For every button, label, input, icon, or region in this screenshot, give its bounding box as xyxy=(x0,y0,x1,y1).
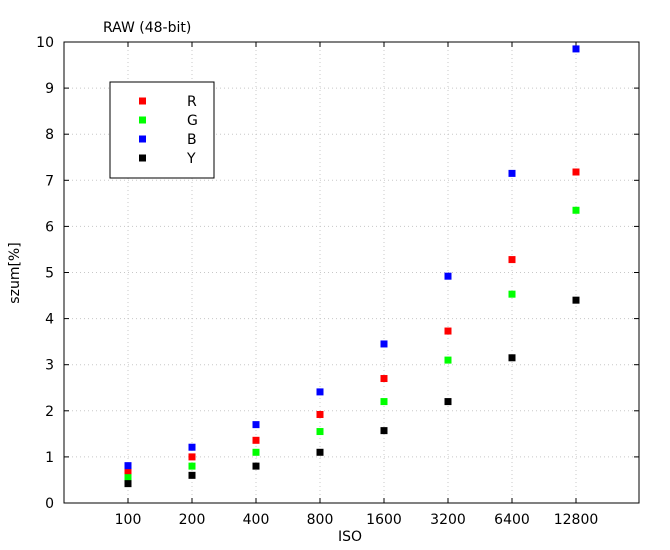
point-b-12800 xyxy=(572,45,580,53)
y-axis-label: szum[%] xyxy=(7,242,23,303)
point-g-200 xyxy=(188,462,196,470)
data-points xyxy=(124,45,580,488)
point-y-6400 xyxy=(508,354,516,362)
point-y-3200 xyxy=(444,398,452,406)
y-tick-label: 9 xyxy=(45,81,54,97)
legend-marker-g xyxy=(139,116,146,124)
legend-label-b: B xyxy=(187,132,197,148)
point-b-800 xyxy=(316,388,324,396)
y-tick-label: 0 xyxy=(45,496,54,512)
point-r-6400 xyxy=(508,256,516,264)
x-tick-label: 12800 xyxy=(554,512,599,528)
point-g-12800 xyxy=(572,206,580,214)
point-g-6400 xyxy=(508,290,516,298)
x-tick-label: 800 xyxy=(307,512,334,528)
x-tick-label: 200 xyxy=(179,512,206,528)
y-tick-labels: 0 1 2 3 4 5 6 7 8 9 10 xyxy=(36,35,54,512)
y-tick-label: 6 xyxy=(45,219,54,235)
point-b-200 xyxy=(188,443,196,451)
point-b-3200 xyxy=(444,272,452,280)
y-tick-label: 2 xyxy=(45,404,54,420)
point-r-400 xyxy=(252,436,260,444)
y-tick-label: 4 xyxy=(45,312,54,328)
legend-label-r: R xyxy=(187,94,197,110)
x-tick-label: 100 xyxy=(115,512,142,528)
point-b-6400 xyxy=(508,169,516,177)
point-r-200 xyxy=(188,453,196,461)
y-tick-label: 8 xyxy=(45,127,54,143)
legend-box xyxy=(109,81,215,179)
point-r-800 xyxy=(316,410,324,418)
point-r-1600 xyxy=(380,375,388,383)
point-g-1600 xyxy=(380,398,388,406)
point-y-12800 xyxy=(572,296,580,304)
legend-label-g: G xyxy=(187,113,198,129)
point-y-100 xyxy=(124,480,132,488)
y-tick-label: 10 xyxy=(36,35,54,51)
x-tick-label: 3200 xyxy=(430,512,466,528)
legend-marker-r xyxy=(139,97,146,105)
y-tick-label: 5 xyxy=(45,266,54,282)
x-tick-label: 1600 xyxy=(366,512,402,528)
x-tick-label: 6400 xyxy=(494,512,530,528)
point-b-100 xyxy=(124,462,132,470)
point-y-200 xyxy=(188,471,196,479)
y-tick-label: 3 xyxy=(45,358,54,374)
y-tick-label: 1 xyxy=(45,450,54,466)
legend-marker-b xyxy=(139,135,146,143)
x-axis-label: ISO xyxy=(338,529,362,545)
chart-title: RAW (48-bit) xyxy=(103,20,191,36)
point-y-1600 xyxy=(380,427,388,435)
point-b-400 xyxy=(252,421,260,429)
point-g-800 xyxy=(316,428,324,436)
x-tick-labels: 100 200 400 800 1600 3200 6400 12800 xyxy=(115,512,599,528)
x-tick-label: 400 xyxy=(243,512,270,528)
point-g-100 xyxy=(124,474,132,482)
point-b-1600 xyxy=(380,340,388,348)
legend-marker-y xyxy=(139,154,146,162)
point-y-400 xyxy=(252,462,260,470)
y-tick-label: 7 xyxy=(45,173,54,189)
point-r-100 xyxy=(124,468,132,476)
point-g-3200 xyxy=(444,356,452,364)
legend-label-y: Y xyxy=(186,151,196,167)
point-y-800 xyxy=(316,448,324,456)
point-r-3200 xyxy=(444,327,452,335)
point-g-400 xyxy=(252,448,260,456)
axis-ticks xyxy=(64,41,639,504)
point-r-12800 xyxy=(572,168,580,176)
